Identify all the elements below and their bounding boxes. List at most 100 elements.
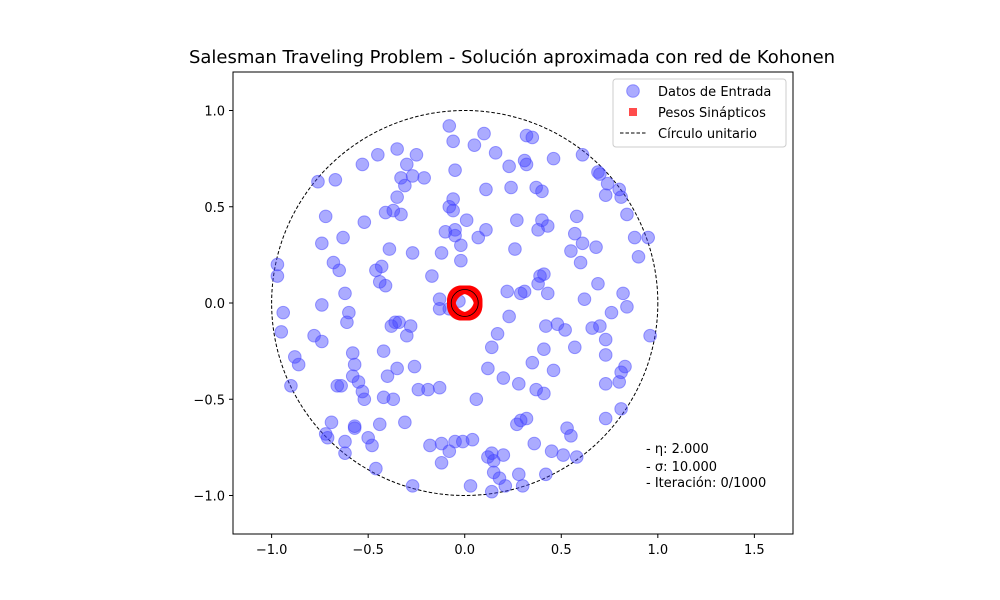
input-point: [525, 355, 540, 370]
input-point: [502, 159, 516, 174]
input-point: [575, 147, 590, 162]
input-point: [500, 284, 515, 299]
input-point: [598, 377, 613, 391]
input-point: [546, 151, 561, 166]
input-point: [407, 359, 422, 374]
legend-label-weights: Pesos Sinápticos: [658, 106, 766, 121]
input-point: [527, 436, 542, 451]
y-tick-label: 0.0: [204, 297, 225, 312]
input-point: [403, 319, 418, 333]
x-tick-label: −0.5: [352, 543, 384, 558]
input-point: [539, 319, 553, 333]
input-point: [454, 238, 468, 253]
input-point: [388, 315, 403, 330]
input-point: [390, 361, 404, 376]
input-point: [411, 382, 426, 397]
input-point: [643, 328, 657, 343]
input-point: [539, 467, 553, 482]
input-point: [558, 323, 572, 337]
annotations: - η: 2.000 - σ: 10.000- Iteración: 0/1000: [646, 442, 766, 491]
input-point: [357, 215, 372, 229]
input-point: [540, 286, 555, 301]
input-point: [593, 319, 607, 333]
x-axis: −1.0 −0.5 0.0 0.5 1.0 1.5: [256, 534, 765, 558]
input-point: [459, 213, 474, 228]
legend-label-input: Datos de Entrada: [658, 85, 771, 100]
input-point: [432, 301, 447, 316]
input-point: [330, 378, 345, 393]
input-point: [537, 267, 551, 281]
input-point: [612, 182, 627, 197]
input-point: [510, 213, 524, 228]
input-point: [510, 417, 524, 432]
legend-marker-input: [626, 84, 640, 98]
y-axis: −1.0 −0.5 0.0 0.5 1.0: [193, 105, 233, 505]
legend-box: [612, 78, 787, 148]
input-point: [488, 146, 503, 160]
input-point: [442, 199, 457, 214]
input-point: [398, 415, 412, 430]
unit-circle: [271, 110, 659, 496]
input-point: [560, 421, 574, 435]
input-point: [525, 130, 540, 145]
y-tick-label: 1.0: [204, 105, 225, 120]
input-point: [511, 467, 526, 482]
input-point: [479, 182, 493, 197]
input-point: [479, 223, 493, 237]
input-point: [376, 390, 391, 405]
input-point: [486, 465, 501, 480]
input-point: [481, 361, 495, 376]
input-point: [612, 375, 627, 389]
input-point: [398, 178, 412, 193]
input-points: [270, 119, 657, 499]
input-point: [405, 246, 420, 260]
input-point: [591, 276, 605, 291]
input-point: [569, 450, 584, 464]
input-point: [432, 292, 447, 306]
input-point: [442, 119, 457, 133]
weights-ring: [447, 285, 483, 321]
input-point: [378, 278, 393, 293]
input-point: [627, 230, 642, 245]
input-point: [498, 479, 513, 493]
input-point: [270, 269, 285, 283]
input-point: [614, 190, 628, 204]
input-point: [598, 411, 613, 426]
y-tick-label: 0.5: [204, 201, 225, 216]
input-point: [382, 242, 397, 256]
input-point: [515, 479, 530, 493]
input-point: [604, 305, 619, 320]
x-tick-label: 0.5: [551, 543, 572, 558]
x-tick-label: −1.0: [256, 543, 288, 558]
input-point: [511, 377, 526, 391]
input-point: [448, 163, 462, 177]
input-point: [291, 357, 306, 372]
x-tick-label: 1.5: [744, 543, 765, 558]
input-point: [318, 209, 333, 224]
input-point: [425, 269, 439, 283]
input-point: [378, 205, 393, 220]
input-point: [546, 363, 561, 378]
input-point: [641, 230, 655, 245]
input-point: [535, 184, 549, 199]
legend-marker-weights: [629, 108, 637, 116]
input-point: [384, 319, 399, 333]
input-point: [338, 434, 352, 449]
input-point: [434, 246, 449, 260]
input-point: [315, 236, 329, 251]
input-point: [399, 157, 414, 172]
input-point: [311, 174, 325, 189]
input-point: [357, 392, 372, 407]
input-point: [490, 327, 505, 341]
input-point: [365, 438, 379, 453]
input-point: [589, 240, 603, 254]
input-point: [484, 340, 499, 355]
input-point: [614, 402, 628, 416]
input-point: [423, 438, 437, 453]
chart-title: Salesman Traveling Problem - Solución ap…: [189, 47, 835, 68]
input-point: [376, 344, 391, 358]
input-point: [405, 479, 420, 493]
input-point: [502, 309, 516, 324]
input-point: [315, 298, 329, 312]
input-point: [315, 334, 329, 349]
